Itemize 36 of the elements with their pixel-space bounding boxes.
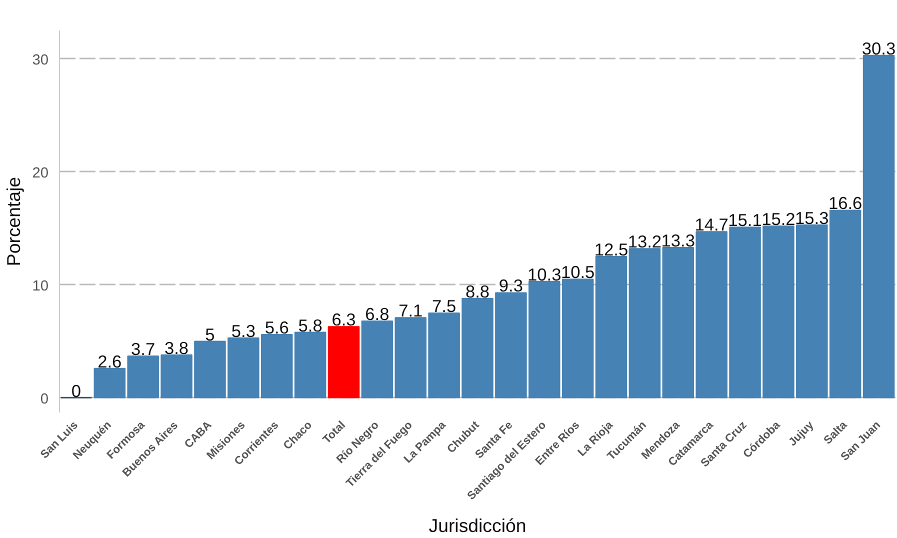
bar [328,326,360,398]
data-label: 15.3 [795,208,829,228]
y-tick-label: 30 [32,52,49,68]
data-label: 2.6 [98,351,122,372]
data-label: 3.8 [164,338,189,358]
data-label: 13.2 [628,232,662,252]
y-tick-label: 10 [32,278,49,294]
bar [628,248,661,398]
y-tick-label: 20 [32,165,49,182]
data-label: 12.5 [594,240,628,260]
data-label: 8.8 [465,281,490,302]
data-label: 14.7 [694,214,728,235]
data-label: 6.8 [365,304,390,324]
bar [595,256,628,398]
data-label: 10.5 [560,262,595,282]
data-label: 30.3 [862,38,896,58]
data-label: 10.3 [528,264,562,284]
data-label: 13.3 [661,230,696,250]
data-label: 9.3 [498,276,523,296]
bar [862,54,895,398]
data-label: 15.1 [728,210,762,230]
y-axis-title: Porcentaje [3,176,24,266]
x-axis-title: Jurisdicción [428,514,526,536]
data-label: 7.5 [432,296,456,316]
data-label: 5.6 [264,318,289,338]
data-label: 5 [205,324,215,344]
data-label: 5.3 [231,320,256,341]
data-label: 0 [71,380,82,401]
data-label: 16.6 [828,193,862,214]
bar [294,332,326,398]
data-label: 3.7 [131,338,156,359]
data-label: 7.1 [398,300,423,321]
data-label: 6.3 [332,310,356,330]
data-label: 5.8 [298,315,322,336]
data-label: 15.2 [762,209,796,230]
y-tick-label: 0 [40,391,49,408]
